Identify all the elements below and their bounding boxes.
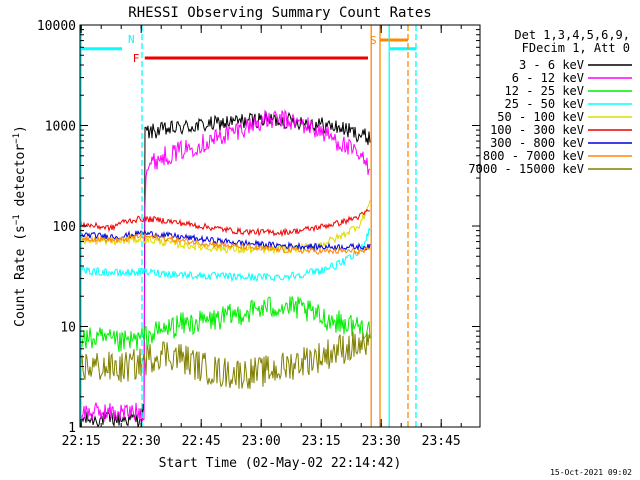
vertical-line-layer: [80, 25, 417, 427]
legend-label: 100 - 300 keV: [490, 123, 584, 137]
x-tick-label: 23:30: [362, 434, 401, 449]
series-line-2: [80, 109, 371, 422]
legend-label: 7000 - 15000 keV: [468, 162, 584, 176]
x-tick-label: 22:45: [182, 434, 221, 449]
x-tick-label: 23:45: [422, 434, 461, 449]
legend-header-line-1: Det 1,3,4,5,6,9,: [514, 28, 630, 42]
x-axis-label: Start Time (02-May-02 22:14:42): [159, 456, 402, 471]
series-line-4: [80, 228, 371, 283]
x-tick-label: 22:15: [62, 434, 101, 449]
legend-label: 800 - 7000 keV: [483, 149, 584, 163]
legend-label: 12 - 25 keV: [505, 84, 584, 98]
flag-label-N: N: [128, 33, 135, 46]
legend-label: 300 - 800 keV: [490, 136, 584, 150]
series-line-3: [80, 296, 371, 353]
series-line-5: [80, 200, 371, 255]
legend-label: 50 - 100 keV: [497, 110, 584, 124]
plot-frame: [79, 24, 481, 428]
x-tick-label: 22:30: [122, 434, 161, 449]
footer-date: 15-Oct-2021 09:02: [550, 468, 632, 477]
y-tick-label: 1000: [45, 120, 76, 135]
y-tick-label: 1: [68, 421, 76, 436]
y-axis: 1 10 100 1000 10000: [37, 19, 480, 436]
y-tick-label: 10: [60, 321, 76, 336]
series-line-8: [80, 231, 371, 256]
flag-label-F: F: [133, 52, 140, 65]
y-axis-label: Count Rate (s−1 detector−1): [12, 125, 28, 327]
legend-header-line-2: FDecim 1, Att 0: [522, 41, 630, 55]
x-tick-label: 23:15: [302, 434, 341, 449]
y-axis-label-main: Count Rate (s: [13, 225, 28, 327]
legend-label: 3 - 6 keV: [519, 58, 584, 72]
y-tick-label: 10000: [37, 19, 76, 34]
series-line-6: [80, 208, 371, 238]
legend-label: 25 - 50 keV: [505, 97, 584, 111]
chart-title: RHESSI Observing Summary Count Rates: [128, 5, 431, 21]
y-axis-label-end: ): [13, 125, 28, 133]
flag-label-S: S: [370, 34, 377, 47]
x-tick-label: 23:00: [242, 434, 281, 449]
series-line-1: [80, 111, 371, 427]
legend-label: 6 - 12 keV: [512, 71, 584, 85]
flag-layer: [80, 38, 416, 60]
legend: Det 1,3,4,5,6,9, FDecim 1, Att 0 3 - 6 k…: [468, 28, 632, 176]
y-tick-label: 100: [53, 220, 76, 235]
series-line-9: [80, 331, 371, 389]
series-layer: [80, 109, 371, 427]
x-axis: 22:15 22:30 22:45 23:00 23:15 23:30 23:45: [62, 25, 462, 449]
y-axis-label-mid: detector: [13, 144, 28, 215]
y-axis-label-sup1: −1: [12, 214, 22, 225]
series-line-7: [80, 229, 371, 252]
y-axis-label-sup2: −1: [12, 133, 22, 144]
